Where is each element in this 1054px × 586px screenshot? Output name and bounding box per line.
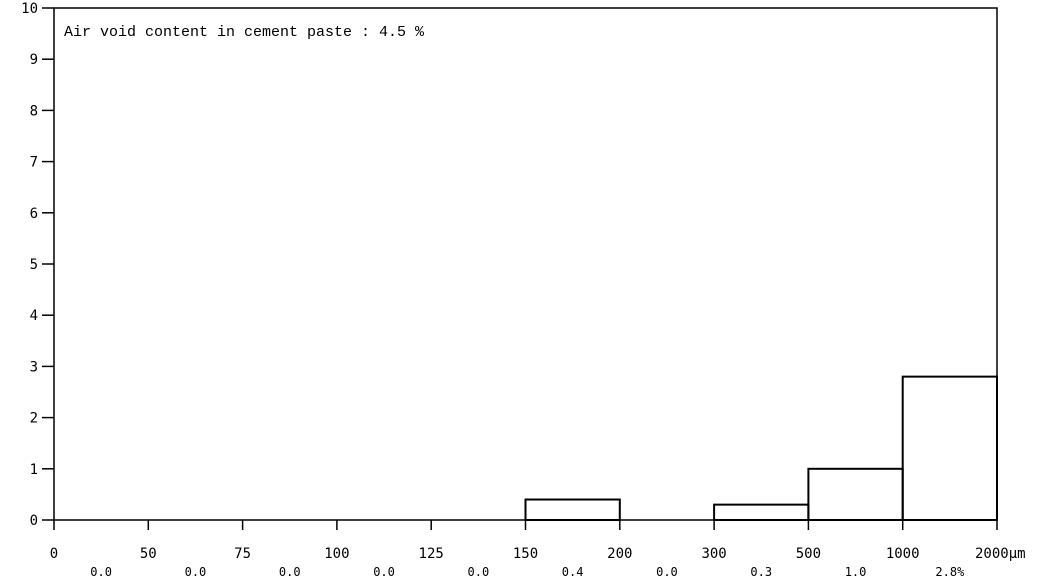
bin-value-label: 0.0 xyxy=(656,565,678,579)
y-tick-label: 3 xyxy=(30,359,38,375)
histogram-bar xyxy=(524,498,621,521)
histogram-bar xyxy=(713,503,810,522)
y-tick-label: 7 xyxy=(30,155,38,171)
x-tick-label: 300 xyxy=(701,546,726,562)
bin-value-label: 0.3 xyxy=(750,565,772,579)
y-tick-label: 9 xyxy=(30,52,38,68)
y-axis: 0 1 2 3 4 5 6 7 8 9 10 xyxy=(21,1,54,529)
y-tick-label: 0 xyxy=(30,513,38,529)
y-tick-label: 8 xyxy=(30,103,38,119)
x-tick-label: 200 xyxy=(607,546,632,562)
x-axis: 0 50 75 100 125 150 200 300 500 1000 2000µm xyxy=(50,520,1026,562)
x-tick-label: 2000µm xyxy=(975,546,1026,562)
x-tick-label: 75 xyxy=(234,546,251,562)
y-tick-label: 1 xyxy=(30,462,38,478)
x-tick-label: 125 xyxy=(419,546,444,562)
bin-value-label: 0.0 xyxy=(90,565,112,579)
bin-value-label: 2.8% xyxy=(935,565,965,579)
x-tick-label: 500 xyxy=(796,546,821,562)
y-tick-label: 6 xyxy=(30,206,38,222)
plot-frame xyxy=(53,7,998,521)
bin-value-label: 1.0 xyxy=(845,565,867,579)
axes-layer xyxy=(53,7,998,521)
histogram-bar xyxy=(807,467,904,521)
x-tick-label: 1000 xyxy=(886,546,920,562)
x-unit-label: µm xyxy=(1009,546,1026,562)
bars-layer xyxy=(524,375,999,522)
bin-value-label: 0.0 xyxy=(185,565,207,579)
value-labels: 0.0 0.0 0.0 0.0 0.0 0.4 0.0 0.3 1.0 2.8% xyxy=(90,565,965,579)
x-tick-label: 50 xyxy=(140,546,157,562)
bin-value-label: 0.0 xyxy=(468,565,490,579)
y-tick-label: 2 xyxy=(30,411,38,427)
bin-value-label: 0.4 xyxy=(562,565,584,579)
bin-value-label: 0.0 xyxy=(279,565,301,579)
x-tick-label: 100 xyxy=(324,546,349,562)
y-tick-label: 5 xyxy=(30,257,38,273)
x-tick-label: 0 xyxy=(50,546,58,562)
chart-title: Air void content in cement paste : 4.5 % xyxy=(64,24,425,41)
y-tick-label: 4 xyxy=(30,308,38,324)
x-tick-label: 150 xyxy=(513,546,538,562)
y-tick-label: 10 xyxy=(21,1,38,17)
histogram-bar xyxy=(901,375,999,522)
bin-value-label: 0.0 xyxy=(373,565,395,579)
